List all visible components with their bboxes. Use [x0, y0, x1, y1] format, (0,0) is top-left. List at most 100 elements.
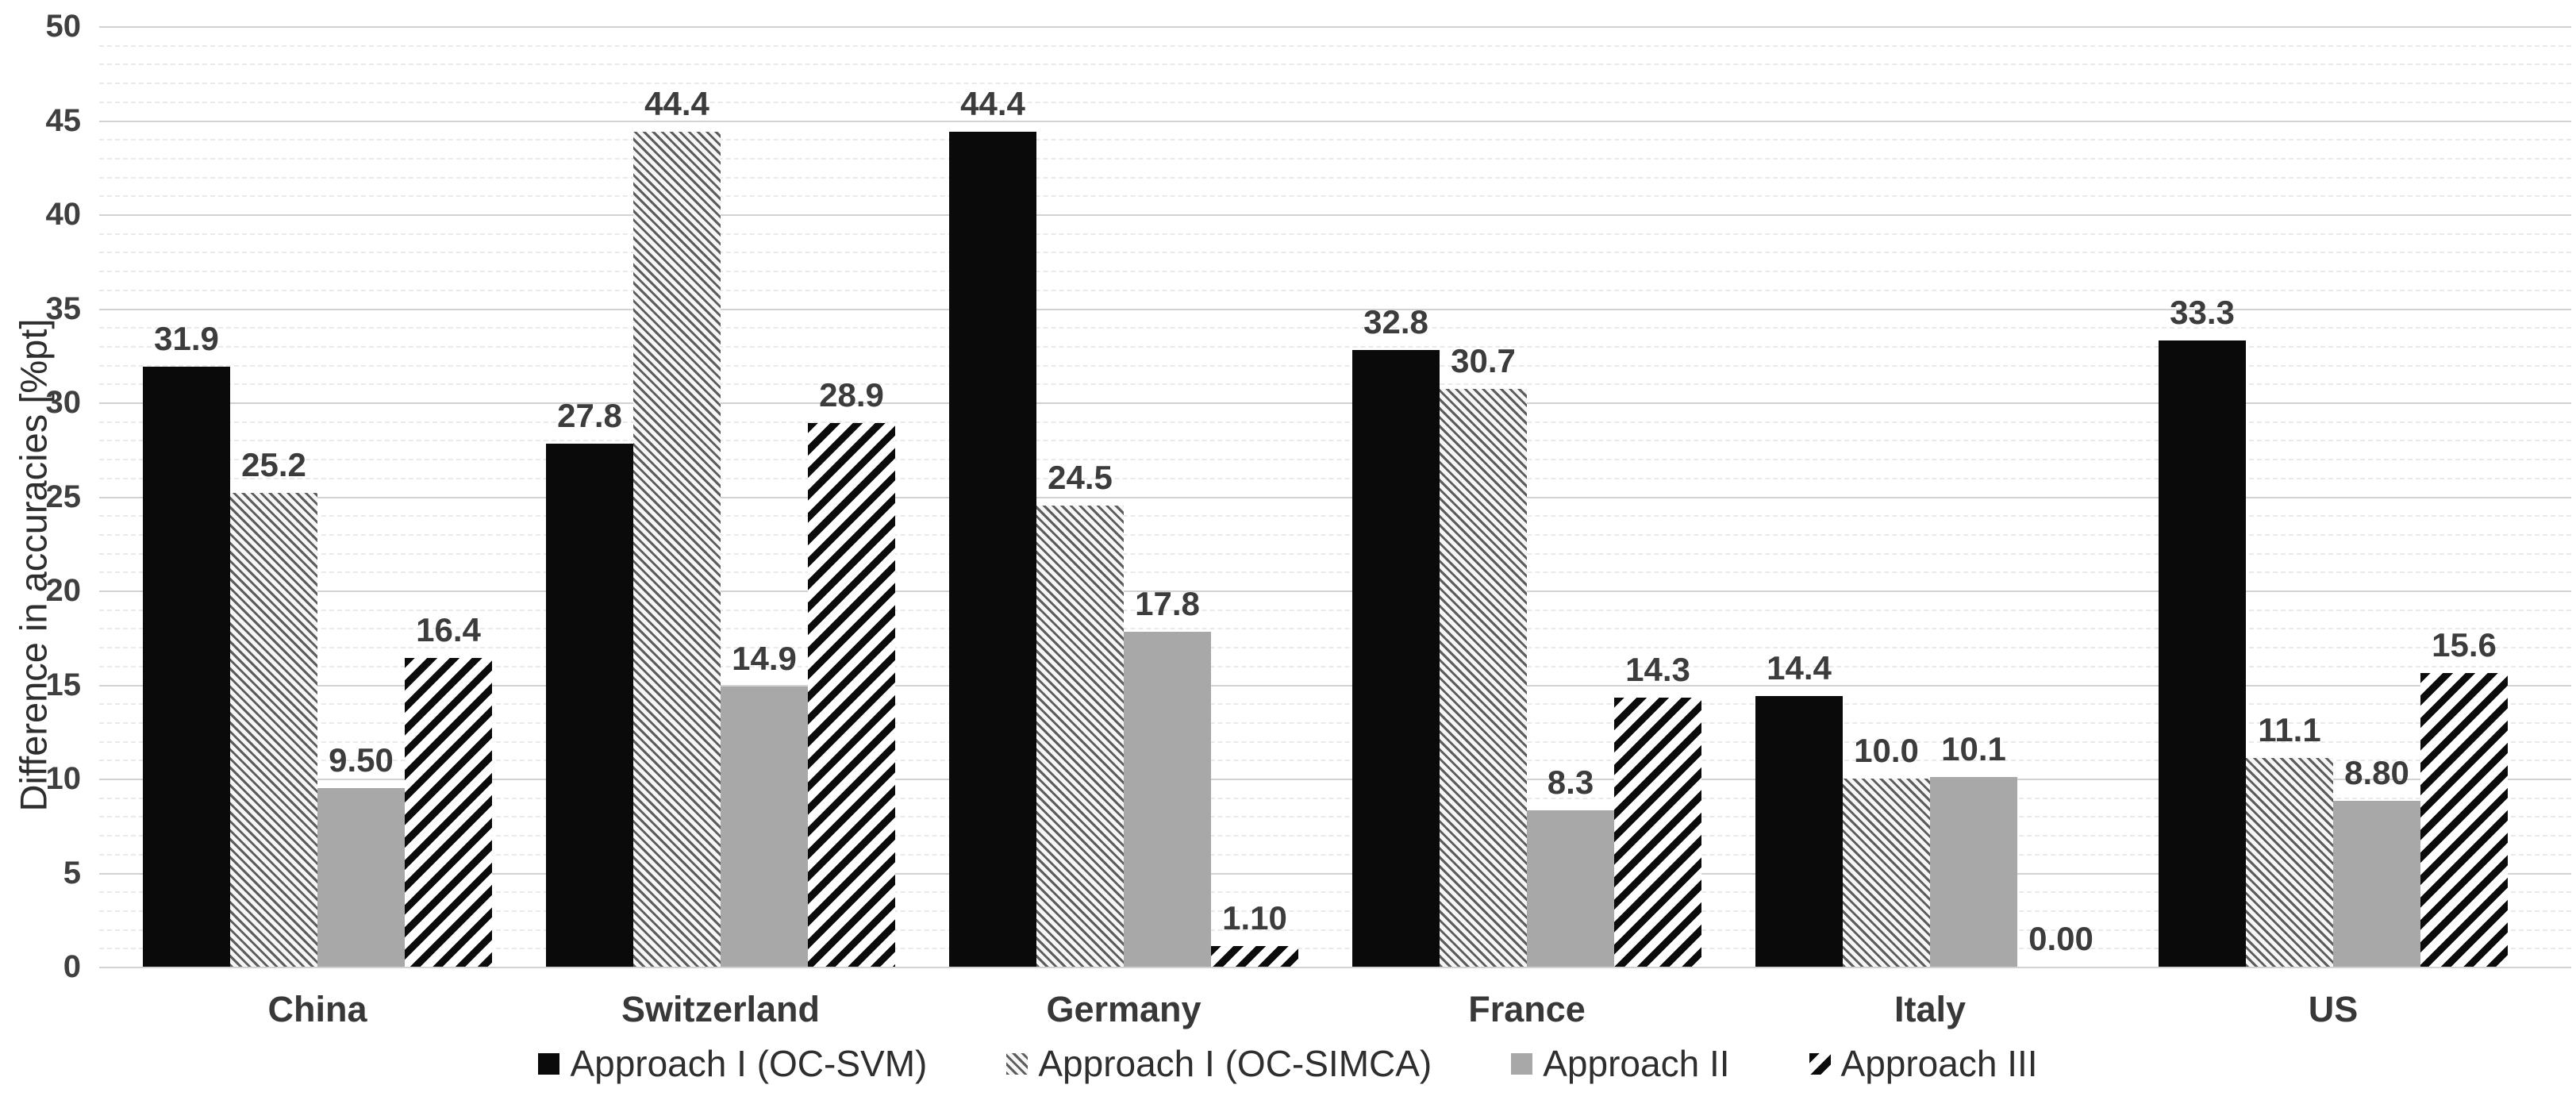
- bar-value-label: 25.2: [241, 445, 306, 483]
- category-label: Italy: [1894, 989, 1967, 1029]
- gridline-major: [99, 496, 2571, 498]
- gridline-minor: [99, 157, 2571, 160]
- bar-value-label: 14.3: [1625, 651, 1690, 689]
- bar-value-label: 30.7: [1451, 342, 1516, 380]
- bar-value-label: 9.50: [329, 740, 394, 779]
- bar: [1124, 632, 1211, 967]
- bar: [808, 423, 895, 967]
- gridline-major: [99, 779, 2571, 780]
- bar-group: 32.8 30.7 8.3 14.3: [1352, 26, 1701, 967]
- bar-value-label: 44.4: [960, 84, 1025, 122]
- bar-slot: 15.6: [2420, 26, 2508, 967]
- gridline-minor: [99, 383, 2571, 386]
- gridline-minor: [99, 552, 2571, 555]
- legend-item: Approach I (OC-SVM): [538, 1045, 927, 1082]
- gridline-minor: [99, 252, 2571, 254]
- bar-value-label: 32.8: [1363, 302, 1428, 340]
- bar-slot: 25.2: [230, 26, 317, 967]
- bar-value-label: 11.1: [2258, 710, 2321, 748]
- bar-slot: 28.9: [808, 26, 895, 967]
- bar-value-label: 31.9: [154, 319, 219, 357]
- gridline-minor: [99, 477, 2571, 479]
- bar: [1755, 695, 1843, 967]
- gridline-minor: [99, 139, 2571, 141]
- bar-group: 44.4 24.5 17.8 1.10: [949, 26, 1298, 967]
- bar: [949, 131, 1036, 967]
- bar-slot: 33.3: [2159, 26, 2246, 967]
- gridline-minor: [99, 910, 2571, 912]
- gridline-major: [99, 967, 2571, 968]
- legend-swatch: [1809, 1052, 1831, 1075]
- bar-value-label: 17.8: [1135, 585, 1200, 623]
- bar-slot: 31.9: [143, 26, 230, 967]
- legend-label: Approach I (OC-SIMCA): [1038, 1043, 1432, 1084]
- bar-value-label: 28.9: [819, 376, 884, 414]
- category-label: France: [1468, 989, 1586, 1029]
- bar-value-label: 8.3: [1547, 764, 1594, 802]
- bar-group: 33.3 11.1 8.80 15.6: [2159, 26, 2508, 967]
- y-tick-label: 15: [45, 667, 82, 702]
- y-tick-label: 35: [45, 290, 82, 326]
- gridline-minor: [99, 948, 2571, 950]
- bar-slot: 27.8: [546, 26, 633, 967]
- gridline-minor: [99, 421, 2571, 423]
- legend-item: Approach II: [1511, 1045, 1730, 1082]
- gridline-minor: [99, 760, 2571, 762]
- gridline-minor: [99, 533, 2571, 536]
- bar: [2159, 340, 2246, 967]
- bar: [1352, 349, 1440, 967]
- gridline-major: [99, 684, 2571, 687]
- bar-slot: 17.8: [1124, 26, 1211, 967]
- category-label: Germany: [1046, 989, 1201, 1029]
- bar-value-label: 14.9: [732, 639, 797, 677]
- bar-slot: 24.5: [1036, 26, 1124, 967]
- gridline-minor: [99, 176, 2571, 179]
- bar-slot: 14.3: [1614, 26, 1701, 967]
- bar: [2420, 673, 2508, 967]
- legend-item: Approach I (OC-SIMCA): [1006, 1045, 1432, 1082]
- bar-slot: 1.10: [1211, 26, 1298, 967]
- bar-slot: 10.0: [1843, 26, 1930, 967]
- legend-label: Approach I (OC-SVM): [570, 1043, 928, 1084]
- bar-group: 31.9 25.2 9.50 16.4: [143, 26, 492, 967]
- gridline-minor: [99, 740, 2571, 743]
- bar: [230, 492, 317, 967]
- bar-slot: 32.8: [1352, 26, 1440, 967]
- gridline-minor: [99, 63, 2571, 66]
- legend-swatch: [1006, 1052, 1028, 1075]
- gridline-minor: [99, 515, 2571, 517]
- bar-slot: 8.3: [1527, 26, 1614, 967]
- gridline-minor: [99, 83, 2571, 85]
- gridline-minor: [99, 647, 2571, 649]
- gridline-minor: [99, 853, 2571, 856]
- gridline-major: [99, 308, 2571, 310]
- gridline-minor: [99, 233, 2571, 235]
- gridline-major: [99, 214, 2571, 216]
- gridline-minor: [99, 571, 2571, 574]
- category-label: US: [2308, 989, 2359, 1029]
- gridline-minor: [99, 797, 2571, 799]
- gridline-minor: [99, 721, 2571, 724]
- bar: [1930, 776, 2017, 967]
- gridline-minor: [99, 891, 2571, 894]
- gridline-major: [99, 590, 2571, 592]
- gridline-minor: [99, 327, 2571, 329]
- gridline-minor: [99, 835, 2571, 837]
- y-tick-label: 40: [45, 197, 82, 232]
- x-axis-categories: China Switzerland Germany France Italy US: [99, 989, 2571, 1030]
- bar: [1843, 779, 1930, 967]
- legend-label: Approach III: [1840, 1043, 2038, 1084]
- category-label: Switzerland: [621, 989, 821, 1029]
- legend-item: Approach III: [1809, 1045, 2038, 1082]
- bar-slot: 44.4: [633, 26, 721, 967]
- bar: [1211, 945, 1298, 967]
- bar: [546, 444, 633, 967]
- gridline-minor: [99, 459, 2571, 461]
- bar: [721, 686, 808, 967]
- y-tick-label: 5: [63, 855, 81, 891]
- gridline-minor: [99, 703, 2571, 706]
- bar-group: 27.8 44.4 14.9 28.9: [546, 26, 895, 967]
- gridline-minor: [99, 816, 2571, 818]
- gridline-major: [99, 26, 2571, 28]
